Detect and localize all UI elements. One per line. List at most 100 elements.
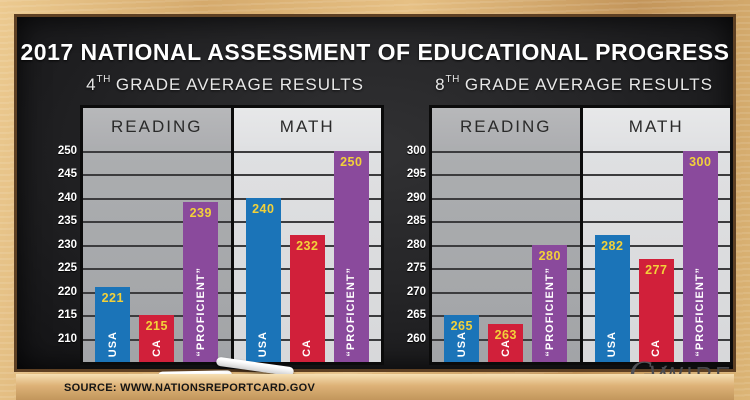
grade-ordinal: TH <box>445 74 460 86</box>
bar: 239 “PROFICIENT” <box>183 202 219 362</box>
gridline <box>233 197 381 200</box>
panel-math: 240 USA 232 CA 250 “PROFICIENT” <box>230 146 382 362</box>
bar-group: 282 USA 277 CA 300 “PROFICIENT” <box>583 146 731 362</box>
gridline <box>432 244 580 247</box>
bar-value-label: 277 <box>645 262 668 277</box>
y-axis-tick-label: 250 <box>57 144 77 157</box>
bar-group: 240 USA 232 CA 250 “PROFICIENT” <box>234 146 382 362</box>
gridline <box>83 174 231 177</box>
bar-category-label: USA <box>106 330 119 357</box>
bar-value-label: 282 <box>601 239 624 254</box>
chart-header: READING MATH <box>83 108 381 146</box>
bar-category-label: CA <box>301 339 314 357</box>
grade-number: 8 <box>435 75 446 94</box>
bar-category-label: “PROFICIENT” <box>345 267 358 357</box>
gridline <box>582 221 730 224</box>
bar-category-label: “PROFICIENT” <box>694 267 707 357</box>
y-axis-tick-label: 265 <box>406 309 426 321</box>
bar-group: 221 USA 215 CA 239 “PROFICIENT” <box>83 146 231 362</box>
bar: 265 USA <box>444 315 480 362</box>
bar: 250 “PROFICIENT” <box>333 150 369 362</box>
subtitle-8th-grade: 8TH GRADE AVERAGE RESULTS <box>415 74 733 95</box>
bar-value-label: 263 <box>494 328 517 343</box>
bar-category-label: “PROFICIENT” <box>194 267 207 357</box>
bar-value-label: 250 <box>340 154 363 169</box>
bar-value-label: 280 <box>538 248 561 263</box>
gridline <box>432 291 580 294</box>
chalk-tray: SOURCE: WWW.NATIONSREPORTCARD.GOV <box>16 374 734 400</box>
plot-area: 265 USA 263 CA 280 “PROFICIENT” 282 USA 277 CA 300… <box>432 146 730 362</box>
chart-header: READING MATH <box>432 108 730 146</box>
page-title: 2017 NATIONAL ASSESSMENT OF EDUCATIONAL … <box>20 39 730 65</box>
chart-4th-grade: READING MATH 221 USA 215 CA 239 “PROFICIENT” 240… <box>58 105 384 365</box>
section-header-reading: READING <box>432 108 580 146</box>
y-axis-tick-label: 260 <box>406 332 426 345</box>
gridline <box>83 150 231 153</box>
grade-text: GRADE AVERAGE RESULTS <box>115 75 364 94</box>
y-axis: 300 295 290 285 280 275 270 265 260 <box>392 108 426 362</box>
gridline <box>83 197 231 200</box>
plot-area: 221 USA 215 CA 239 “PROFICIENT” 240 USA 232 CA 250… <box>83 146 381 362</box>
bar: 215 CA <box>139 315 175 362</box>
gridline <box>233 150 381 153</box>
bar-category-label: USA <box>257 330 270 357</box>
panel-reading: 265 USA 263 CA 280 “PROFICIENT” <box>432 146 580 362</box>
bar-category-label: USA <box>606 330 619 357</box>
section-header-math: MATH <box>230 108 381 146</box>
bar-category-label: USA <box>455 330 468 357</box>
y-axis-tick-label: 245 <box>57 168 77 181</box>
gridline <box>83 221 231 224</box>
y-axis-tick-label: 215 <box>57 309 77 321</box>
bar-category-label: CA <box>150 339 163 357</box>
y-axis-tick-label: 230 <box>57 238 77 251</box>
grade-ordinal: TH <box>96 74 111 86</box>
gridline <box>432 150 580 153</box>
y-axis-tick-label: 280 <box>406 238 426 251</box>
y-axis-tick-label: 235 <box>57 215 77 228</box>
bar-value-label: 215 <box>145 319 168 333</box>
bar: 282 USA <box>594 235 630 362</box>
gridline <box>582 174 730 177</box>
gridline <box>233 221 381 224</box>
y-axis: 250 245 240 235 230 225 220 215 210 <box>43 108 77 362</box>
bar-category-label: “PROFICIENT” <box>543 267 556 357</box>
y-axis-tick-label: 210 <box>57 332 77 345</box>
grade-number: 4 <box>86 75 97 94</box>
gridline <box>582 244 730 247</box>
gridline <box>432 221 580 224</box>
bar: 240 USA <box>245 197 281 362</box>
bar-value-label: 221 <box>101 290 124 305</box>
section-header-reading: READING <box>83 108 231 146</box>
chalkboard: 2017 NATIONAL ASSESSMENT OF EDUCATIONAL … <box>14 14 736 390</box>
gridline <box>83 268 231 271</box>
gridline <box>582 197 730 200</box>
panel-math: 282 USA 277 CA 300 “PROFICIENT” <box>579 146 731 362</box>
chart-8th-grade: READING MATH 265 USA 263 CA 280 “PROFICIENT” 282… <box>407 105 733 365</box>
y-axis-tick-label: 220 <box>57 285 77 298</box>
y-axis-tick-label: 295 <box>406 168 426 181</box>
bar-value-label: 300 <box>689 154 712 169</box>
bar: 277 CA <box>638 258 674 362</box>
y-axis-tick-label: 300 <box>406 144 426 157</box>
gridline <box>233 174 381 177</box>
bar: 280 “PROFICIENT” <box>532 244 568 362</box>
y-axis-tick-label: 225 <box>57 262 77 275</box>
bar-category-label: CA <box>499 339 512 357</box>
gridline <box>582 150 730 153</box>
bar: 300 “PROFICIENT” <box>682 150 718 362</box>
gridline <box>432 268 580 271</box>
bar: 232 CA <box>289 235 325 362</box>
section-header-math: MATH <box>579 108 730 146</box>
y-axis-tick-label: 240 <box>57 191 77 204</box>
bar-value-label: 265 <box>450 319 473 333</box>
gridline <box>432 197 580 200</box>
y-axis-tick-label: 285 <box>406 215 426 228</box>
y-axis-tick-label: 290 <box>406 191 426 204</box>
gridline <box>83 291 231 294</box>
bar-group: 265 USA 263 CA 280 “PROFICIENT” <box>432 146 580 362</box>
gridline <box>83 244 231 247</box>
gridline <box>432 315 580 317</box>
bar: 221 USA <box>95 286 131 362</box>
source-text: SOURCE: WWW.NATIONSREPORTCARD.GOV <box>64 382 316 394</box>
